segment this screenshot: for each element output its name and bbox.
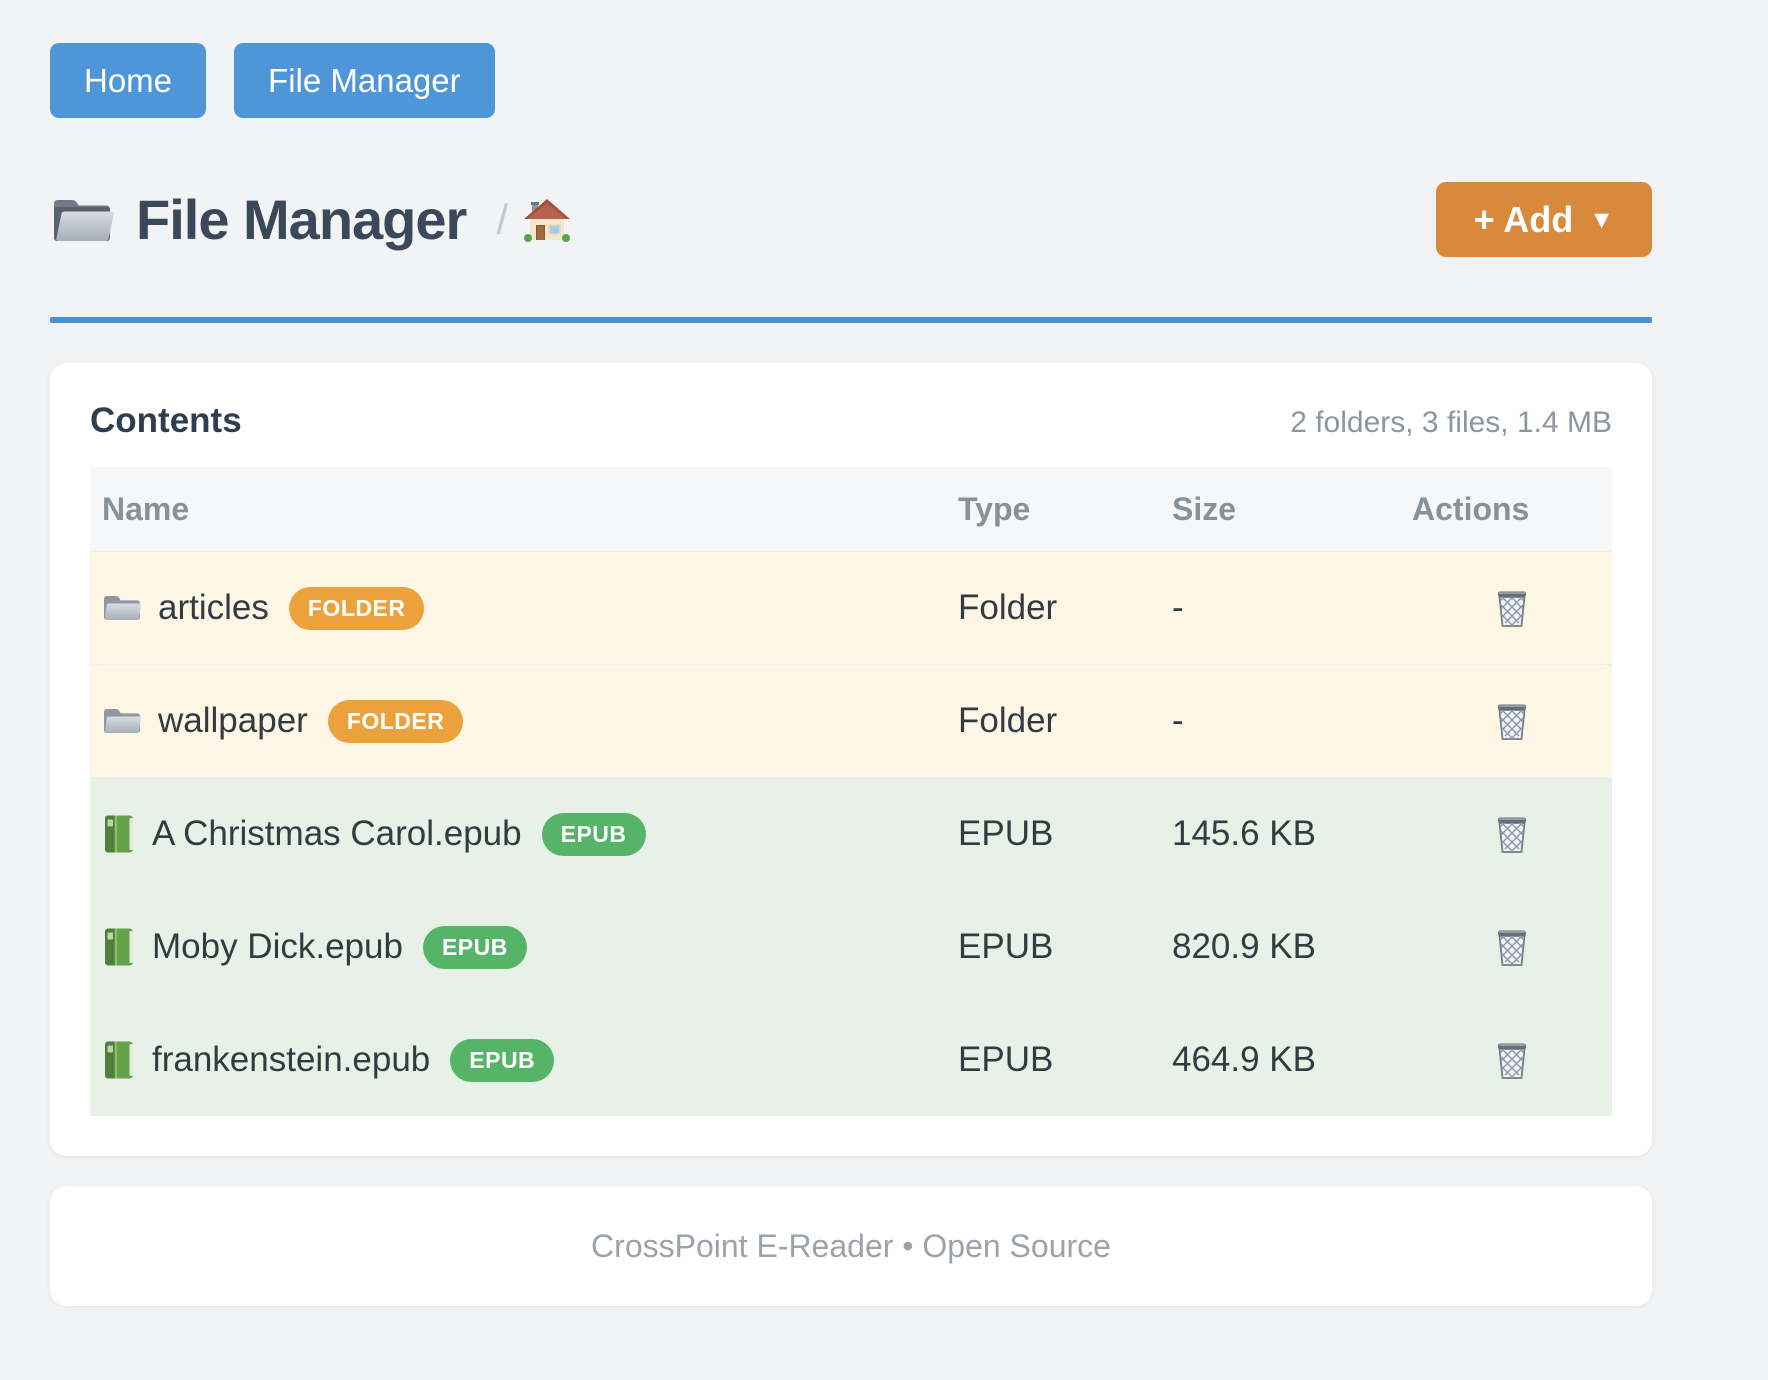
open-folder-icon	[50, 191, 116, 249]
contents-header: Contents 2 folders, 3 files, 1.4 MB	[90, 401, 1612, 441]
trash-icon	[1494, 700, 1530, 742]
file-name-link[interactable]: Moby Dick.epub	[152, 927, 403, 966]
file-name-link[interactable]: frankenstein.epub	[152, 1040, 431, 1079]
size-cell: -	[1172, 588, 1184, 627]
trash-icon	[1494, 1039, 1530, 1081]
table-row[interactable]: Moby Dick.epub EPUB EPUB 820.9 KB	[90, 890, 1612, 1003]
table-row[interactable]: A Christmas Carol.epub EPUB EPUB 145.6 K…	[90, 777, 1612, 890]
trash-icon	[1494, 813, 1530, 855]
size-cell: 820.9 KB	[1172, 927, 1316, 966]
book-icon	[102, 927, 136, 967]
type-badge: EPUB	[422, 925, 527, 969]
page-title: File Manager	[136, 188, 467, 251]
type-cell: Folder	[958, 588, 1058, 627]
type-cell: EPUB	[958, 814, 1054, 853]
page-header: File Manager / + Add ▼	[50, 182, 1652, 257]
title-group: File Manager /	[50, 187, 570, 252]
column-header-actions: Actions	[1412, 490, 1530, 527]
file-name-link[interactable]: A Christmas Carol.epub	[152, 814, 522, 853]
title-divider	[50, 317, 1652, 323]
table-header-row: Name Type Size Actions	[90, 467, 1612, 551]
nav-file-manager-button[interactable]: File Manager	[234, 43, 495, 118]
add-button-label: + Add	[1473, 198, 1574, 240]
delete-button[interactable]	[1494, 587, 1530, 629]
table-row[interactable]: articles FOLDER Folder -	[90, 551, 1612, 664]
file-name-link[interactable]: articles	[158, 588, 269, 627]
size-cell: 464.9 KB	[1172, 1040, 1316, 1079]
book-icon	[102, 1040, 136, 1080]
type-badge: EPUB	[541, 812, 646, 856]
delete-button[interactable]	[1494, 700, 1530, 742]
nav-home-button[interactable]: Home	[50, 43, 207, 118]
home-icon[interactable]	[524, 198, 570, 242]
files-table: Name Type Size Actions articles FOLDER F…	[90, 467, 1612, 1116]
page: Home File Manager File Manager /	[50, 0, 1652, 1306]
column-header-size: Size	[1172, 490, 1237, 527]
trash-icon	[1494, 926, 1530, 968]
trash-icon	[1494, 587, 1530, 629]
breadcrumb-separator: /	[496, 195, 508, 243]
table-row[interactable]: wallpaper FOLDER Folder -	[90, 664, 1612, 777]
column-header-type: Type	[958, 490, 1031, 527]
top-nav: Home File Manager	[50, 43, 1652, 118]
delete-button[interactable]	[1494, 813, 1530, 855]
type-cell: EPUB	[958, 927, 1054, 966]
folder-icon	[102, 705, 142, 737]
type-cell: Folder	[958, 701, 1058, 740]
type-badge: FOLDER	[288, 586, 425, 630]
folder-icon	[102, 592, 142, 624]
type-badge: FOLDER	[327, 699, 464, 743]
size-cell: 145.6 KB	[1172, 814, 1316, 853]
size-cell: -	[1172, 701, 1184, 740]
contents-card: Contents 2 folders, 3 files, 1.4 MB Name…	[50, 363, 1652, 1156]
footer-text: CrossPoint E-Reader • Open Source	[591, 1227, 1111, 1264]
contents-heading: Contents	[90, 401, 242, 440]
footer: CrossPoint E-Reader • Open Source	[50, 1186, 1652, 1306]
table-row[interactable]: frankenstein.epub EPUB EPUB 464.9 KB	[90, 1003, 1612, 1116]
type-cell: EPUB	[958, 1040, 1054, 1079]
delete-button[interactable]	[1494, 1039, 1530, 1081]
column-header-name: Name	[102, 490, 190, 527]
delete-button[interactable]	[1494, 926, 1530, 968]
file-name-link[interactable]: wallpaper	[158, 701, 308, 740]
book-icon	[102, 814, 136, 854]
add-button[interactable]: + Add ▼	[1435, 182, 1652, 257]
type-badge: EPUB	[450, 1038, 555, 1082]
contents-summary: 2 folders, 3 files, 1.4 MB	[1290, 406, 1612, 439]
caret-down-icon: ▼	[1589, 206, 1614, 234]
